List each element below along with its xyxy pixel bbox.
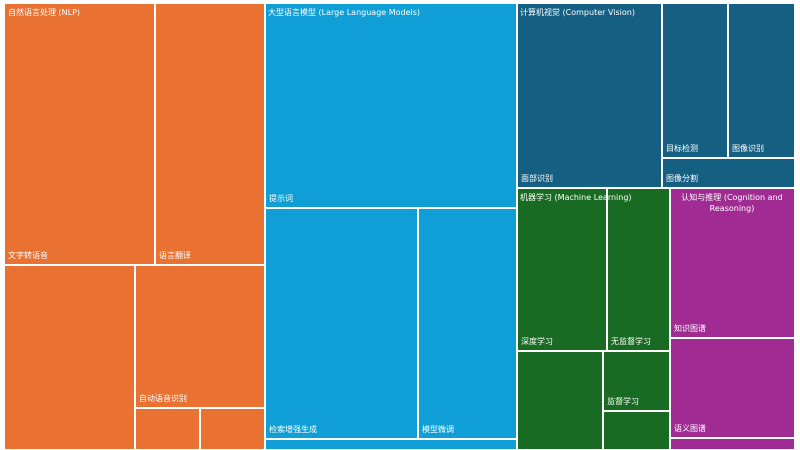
treemap-tile: 检索增强生成 [265, 208, 418, 439]
tile-label: 无监督学习 [611, 337, 651, 346]
treemap-tile: 图像识别 [728, 3, 795, 158]
treemap-tile [4, 265, 135, 450]
tile-label: 检索增强生成 [269, 425, 317, 434]
tile-label: 深度学习 [521, 337, 553, 346]
treemap-tile: 目标检测 [662, 3, 728, 158]
treemap-tile [517, 351, 603, 450]
treemap-tile: 无监督学习 [607, 188, 670, 351]
treemap-tile: 监督学习 [603, 351, 670, 411]
treemap-tile: 文字转语音 [4, 3, 155, 265]
treemap-tile [135, 408, 200, 450]
tile-label: 提示词 [269, 194, 293, 203]
treemap-tile [200, 408, 265, 450]
group-title: 机器学习 (Machine Learning) [520, 193, 632, 202]
treemap-tile: 语义图谱 [670, 338, 795, 438]
tile-label: 面部识别 [521, 174, 553, 183]
tile-label: 目标检测 [666, 144, 698, 153]
tile-label: 图像分割 [666, 174, 698, 183]
group-title: 认知与推理 (Cognition and Reasoning) [681, 193, 783, 213]
treemap-tile [670, 438, 795, 450]
group-title: 计算机视觉 (Computer Vision) [520, 8, 635, 17]
tile-label: 文字转语音 [8, 251, 48, 260]
treemap-tile: 深度学习 [517, 188, 607, 351]
treemap-tile: 面部识别 [517, 3, 662, 188]
treemap-tile: 模型微调 [418, 208, 517, 439]
treemap-tile: 语言翻译 [155, 3, 265, 265]
tile-label: 图像识别 [732, 144, 764, 153]
treemap-tile: 自动语音识别 [135, 265, 265, 408]
treemap-tile: 图像分割 [662, 158, 795, 188]
treemap-tile: 知识图谱 [670, 188, 795, 338]
treemap-tile [265, 439, 517, 450]
tile-label: 知识图谱 [674, 324, 706, 333]
treemap-tile: 提示词 [265, 3, 517, 208]
tile-label: 自动语音识别 [139, 394, 187, 403]
tile-label: 监督学习 [607, 397, 639, 406]
treemap-tile [603, 411, 670, 450]
group-title: 自然语言处理 (NLP) [8, 8, 81, 17]
tile-label: 语义图谱 [674, 424, 706, 433]
tile-label: 模型微调 [422, 425, 454, 434]
group-title: 大型语言模型 (Large Language Models) [268, 8, 421, 17]
tile-label: 语言翻译 [159, 251, 191, 260]
